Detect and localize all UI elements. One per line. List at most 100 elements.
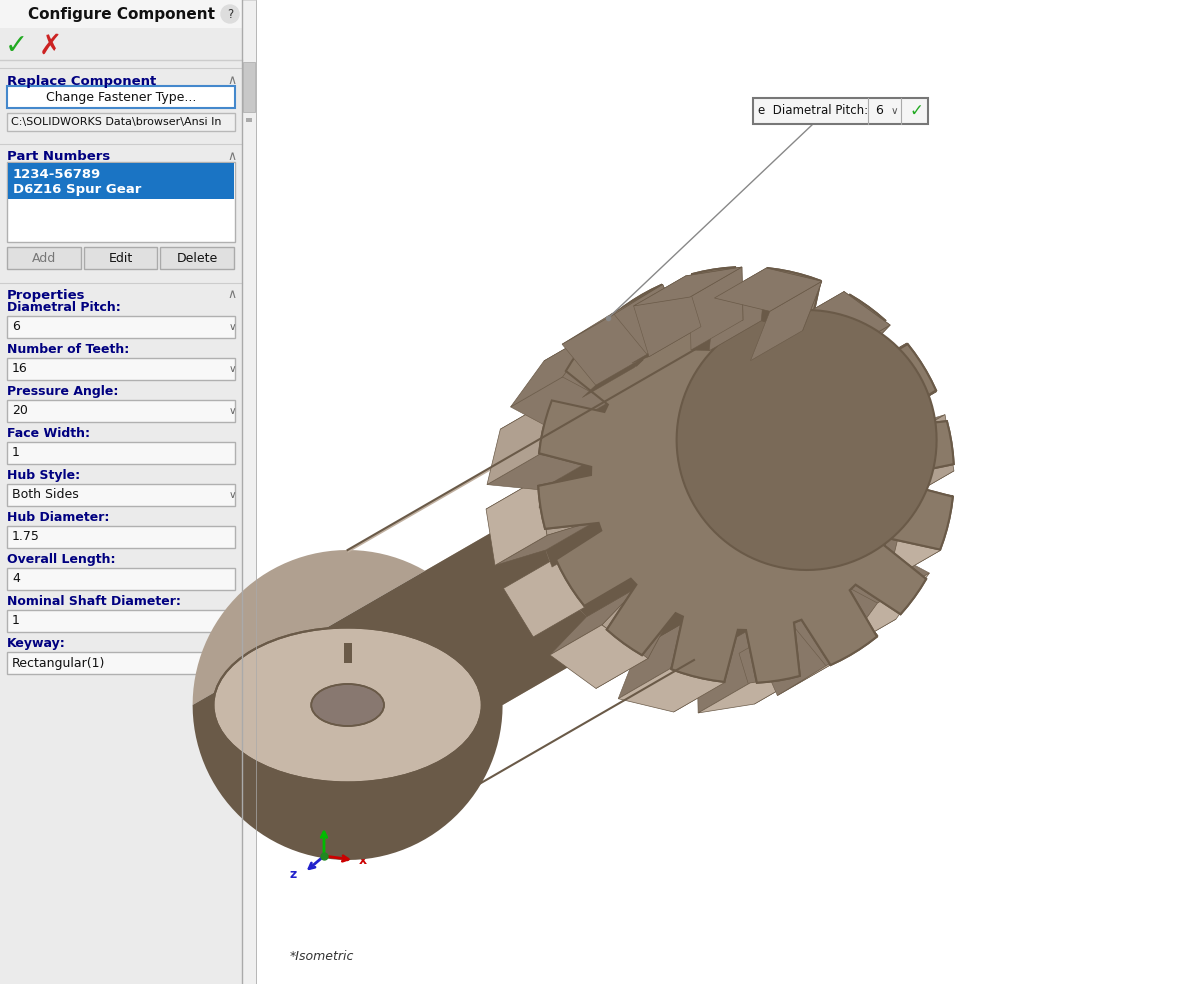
Polygon shape — [679, 629, 749, 660]
FancyBboxPatch shape — [7, 526, 235, 548]
Polygon shape — [510, 331, 596, 407]
Polygon shape — [814, 343, 907, 406]
Text: x: x — [359, 853, 367, 867]
Text: z: z — [289, 868, 296, 881]
Ellipse shape — [311, 684, 384, 726]
Polygon shape — [739, 617, 808, 653]
Text: Both Sides: Both Sides — [12, 488, 79, 502]
FancyBboxPatch shape — [256, 0, 1200, 984]
Polygon shape — [839, 531, 940, 581]
FancyBboxPatch shape — [7, 113, 235, 131]
Text: ∨: ∨ — [228, 658, 236, 668]
Text: Pressure Angle:: Pressure Angle: — [7, 385, 119, 398]
Text: ∧: ∧ — [228, 288, 236, 301]
FancyBboxPatch shape — [7, 247, 80, 269]
Text: Y: Y — [319, 806, 329, 819]
FancyBboxPatch shape — [7, 442, 235, 464]
Polygon shape — [802, 363, 865, 406]
Text: 1234-56789: 1234-56789 — [13, 167, 101, 180]
Polygon shape — [739, 623, 806, 704]
Polygon shape — [848, 490, 953, 525]
Text: Diametral Pitch:: Diametral Pitch: — [7, 301, 121, 314]
Polygon shape — [632, 327, 701, 363]
Polygon shape — [546, 520, 604, 567]
Ellipse shape — [214, 628, 482, 782]
Polygon shape — [842, 414, 946, 460]
Text: C:\SOLIDWORKS Data\browser\Ansi In: C:\SOLIDWORKS Data\browser\Ansi In — [11, 117, 222, 127]
Text: ?: ? — [227, 8, 233, 21]
FancyBboxPatch shape — [7, 86, 235, 108]
Text: Nominal Shaft Diameter:: Nominal Shaft Diameter: — [7, 595, 181, 608]
Polygon shape — [697, 630, 750, 713]
Polygon shape — [510, 377, 610, 432]
Text: 1.75: 1.75 — [12, 530, 40, 543]
Text: Delete: Delete — [176, 252, 217, 265]
FancyBboxPatch shape — [0, 0, 242, 984]
FancyBboxPatch shape — [161, 247, 234, 269]
FancyBboxPatch shape — [343, 643, 352, 663]
Polygon shape — [533, 574, 626, 637]
Text: 6: 6 — [12, 321, 20, 334]
Text: Face Width:: Face Width: — [7, 427, 90, 440]
Polygon shape — [348, 350, 694, 553]
Text: ∧: ∧ — [228, 74, 236, 87]
Polygon shape — [544, 331, 635, 398]
Polygon shape — [690, 267, 743, 350]
Polygon shape — [750, 281, 822, 361]
Circle shape — [221, 5, 239, 23]
Polygon shape — [486, 478, 592, 509]
Polygon shape — [792, 594, 878, 666]
Polygon shape — [670, 619, 731, 682]
Polygon shape — [685, 267, 743, 327]
Polygon shape — [709, 268, 767, 350]
FancyBboxPatch shape — [7, 610, 235, 632]
Polygon shape — [854, 343, 936, 422]
Polygon shape — [618, 669, 726, 712]
Polygon shape — [596, 612, 673, 689]
Polygon shape — [582, 355, 648, 398]
Polygon shape — [888, 495, 953, 581]
Polygon shape — [830, 548, 930, 603]
Polygon shape — [539, 400, 601, 460]
Polygon shape — [634, 276, 701, 356]
Text: 4: 4 — [12, 573, 20, 585]
FancyBboxPatch shape — [242, 0, 256, 984]
Polygon shape — [844, 573, 930, 649]
Text: Replace Component: Replace Component — [7, 75, 156, 88]
Text: Rectangular(1): Rectangular(1) — [12, 656, 106, 669]
Polygon shape — [836, 392, 936, 443]
Polygon shape — [562, 284, 662, 344]
Polygon shape — [673, 629, 731, 712]
Text: Hub Style:: Hub Style: — [7, 469, 80, 482]
Text: ∧: ∧ — [228, 150, 236, 162]
Polygon shape — [836, 413, 894, 460]
Polygon shape — [614, 284, 684, 355]
Polygon shape — [550, 401, 610, 449]
Polygon shape — [487, 400, 552, 484]
Polygon shape — [893, 414, 954, 501]
Polygon shape — [486, 479, 547, 566]
Polygon shape — [504, 558, 586, 637]
Polygon shape — [761, 268, 822, 331]
FancyBboxPatch shape — [7, 316, 235, 338]
Text: Number of Teeth:: Number of Teeth: — [7, 343, 130, 356]
Text: Hub Diameter:: Hub Diameter: — [7, 511, 109, 524]
Polygon shape — [805, 583, 896, 649]
Text: Overall Length:: Overall Length: — [7, 553, 115, 566]
Polygon shape — [556, 537, 626, 607]
Polygon shape — [749, 623, 806, 683]
Text: ∨: ∨ — [228, 406, 236, 416]
Text: ✓: ✓ — [910, 102, 923, 120]
Polygon shape — [611, 284, 684, 363]
Text: 16: 16 — [12, 362, 28, 376]
Polygon shape — [602, 586, 673, 658]
FancyBboxPatch shape — [7, 358, 235, 380]
Text: Add: Add — [31, 252, 56, 265]
Polygon shape — [494, 520, 598, 566]
Polygon shape — [562, 314, 648, 385]
FancyBboxPatch shape — [7, 568, 235, 590]
Polygon shape — [616, 440, 937, 605]
Text: Part Numbers: Part Numbers — [7, 151, 110, 163]
Polygon shape — [820, 291, 890, 363]
Polygon shape — [616, 310, 937, 475]
